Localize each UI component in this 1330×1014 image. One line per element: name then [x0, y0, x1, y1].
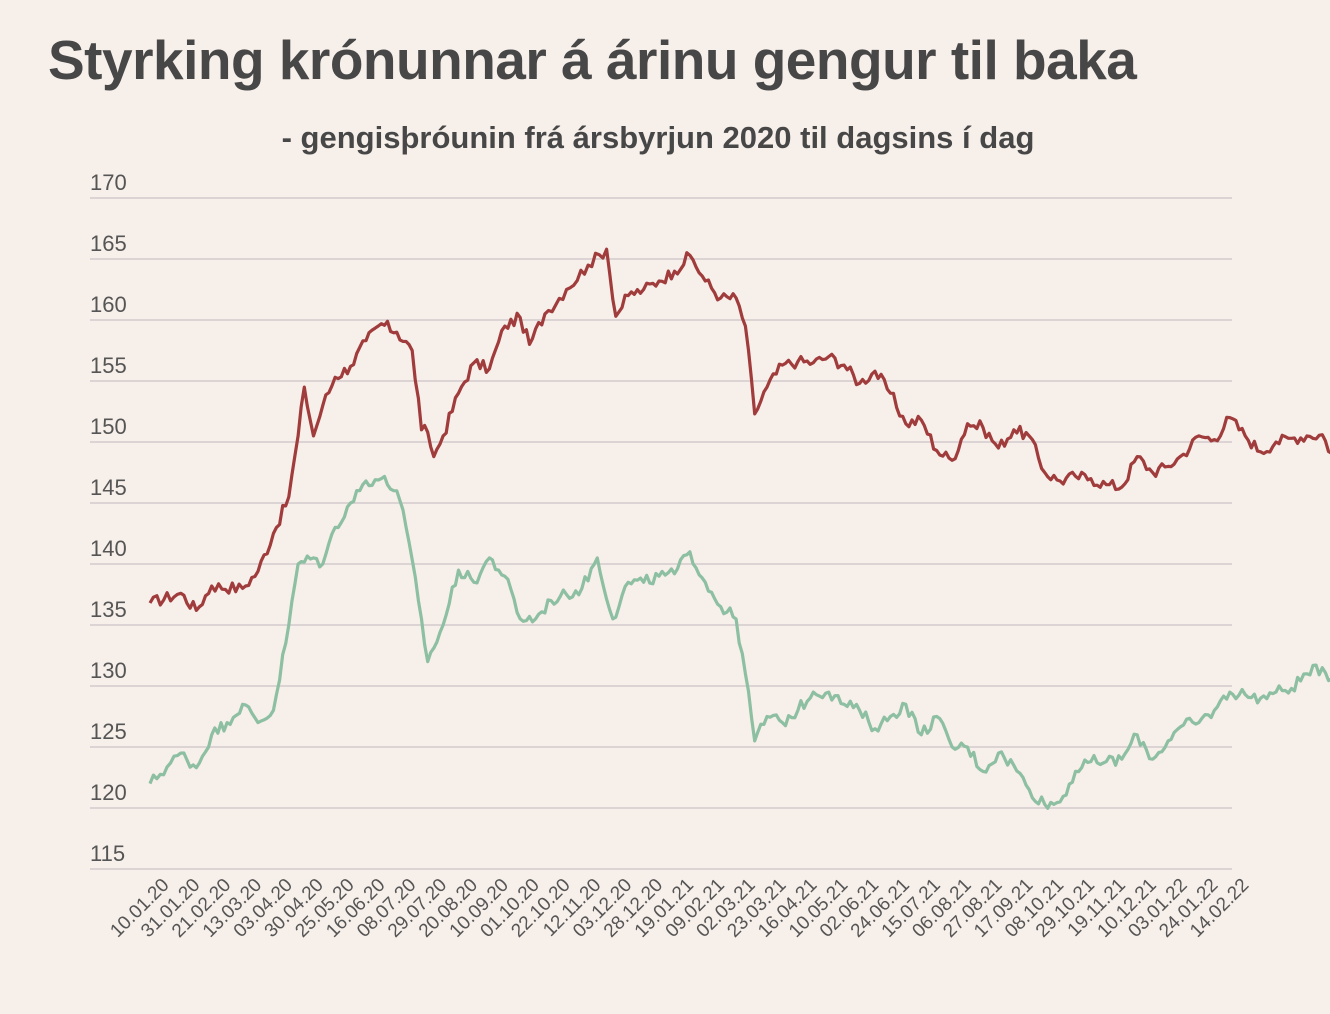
series-lines	[148, 247, 1330, 810]
y-tick-label: 170	[90, 170, 127, 195]
y-tick-label: 140	[90, 536, 127, 561]
y-tick-label: 120	[90, 780, 127, 805]
y-tick-label: 125	[90, 719, 127, 744]
chart-title: Styrking krónunnar á árinu gengur til ba…	[48, 29, 1137, 91]
gridlines	[90, 197, 1232, 870]
series-line-1	[148, 247, 1330, 613]
series-line-2	[148, 474, 1330, 810]
y-tick-label: 130	[90, 658, 127, 683]
y-axis-ticks: 115 120 125 130 135 140 145 150 155 160 165 170	[90, 170, 127, 866]
y-tick-label: 155	[90, 353, 127, 378]
y-tick-label: 165	[90, 231, 127, 256]
y-tick-label: 115	[90, 841, 125, 866]
y-tick-label: 145	[90, 475, 127, 500]
x-axis-ticks: 10.01.2031.01.2021.02.2013.03.2003.04.20…	[106, 875, 1253, 942]
y-tick-label: 160	[90, 292, 127, 317]
chart-subtitle: - gengisþróunin frá ársbyrjun 2020 til d…	[281, 120, 1035, 155]
y-tick-label: 135	[90, 597, 127, 622]
y-tick-label: 150	[90, 414, 127, 439]
